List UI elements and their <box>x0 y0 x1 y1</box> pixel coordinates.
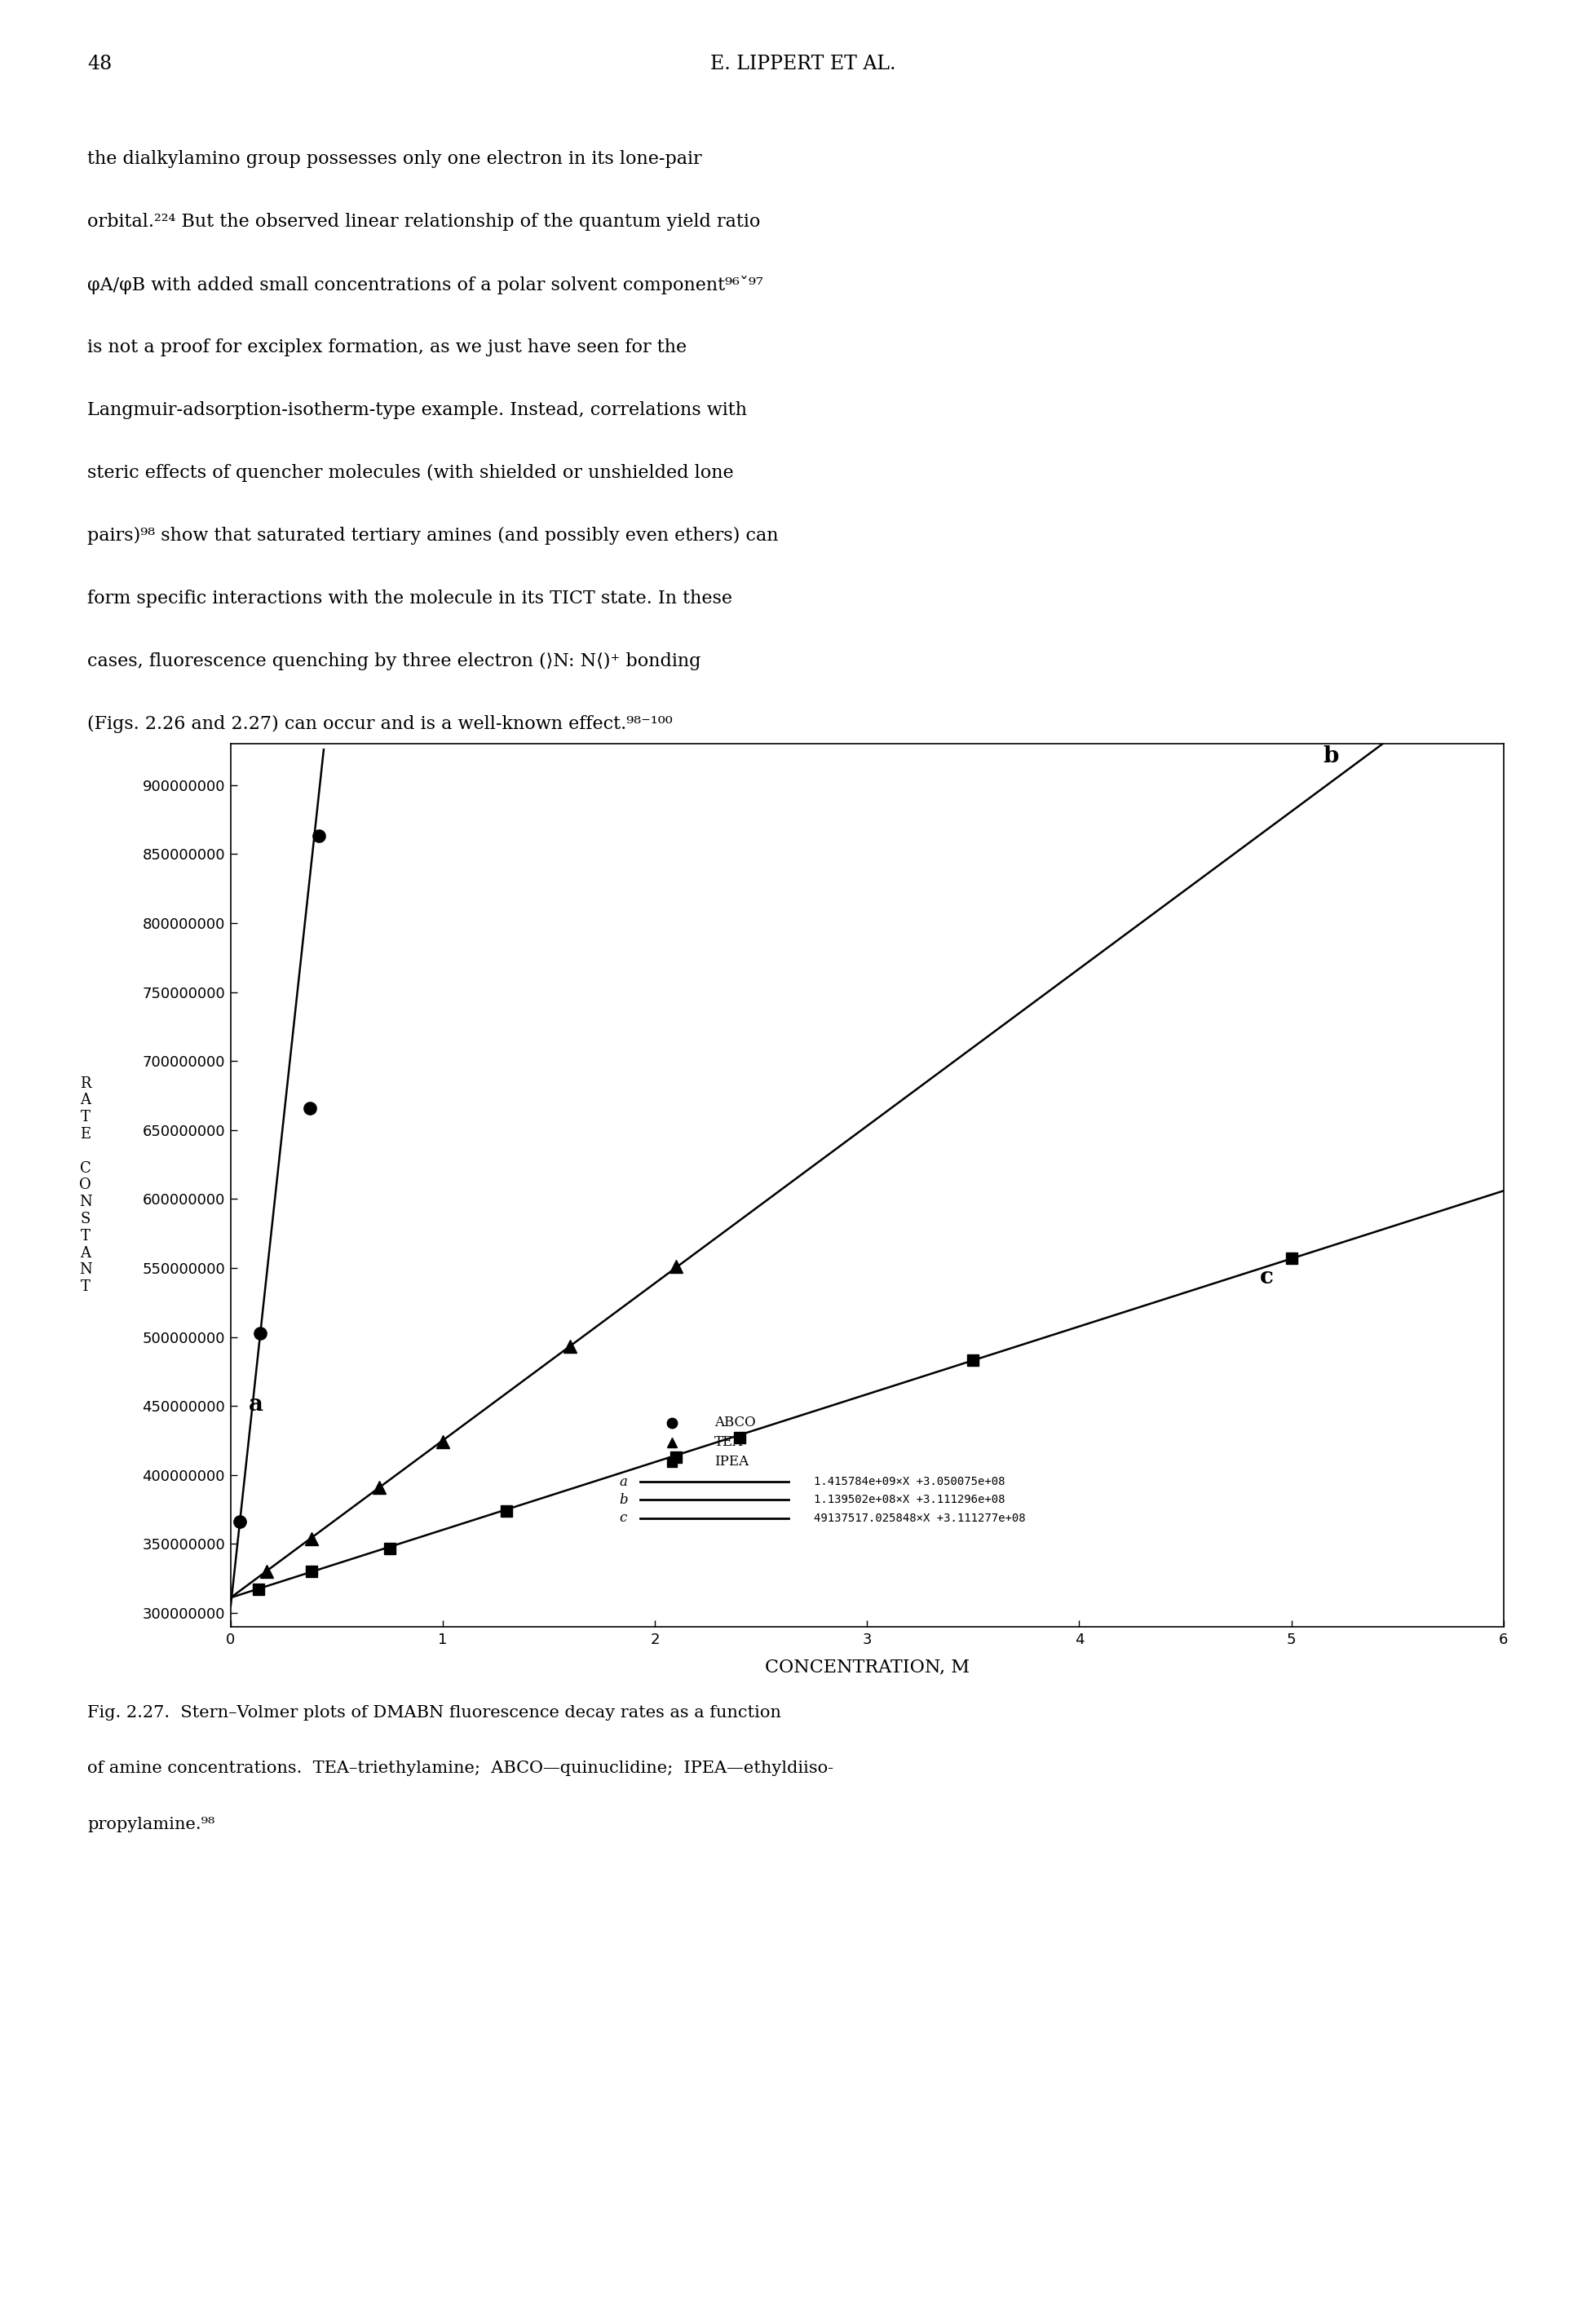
Text: pairs)⁹⁸ show that saturated tertiary amines (and possibly even ethers) can: pairs)⁹⁸ show that saturated tertiary am… <box>88 528 778 544</box>
Text: 1.139502e+08×X +3.111296e+08: 1.139502e+08×X +3.111296e+08 <box>815 1494 1006 1506</box>
Text: Langmuir-adsorption-isotherm-type example. Instead, correlations with: Langmuir-adsorption-isotherm-type exampl… <box>88 402 748 418</box>
Text: is not a proof for exciplex formation, as we just have seen for the: is not a proof for exciplex formation, a… <box>88 339 687 356</box>
Text: E. LIPPERT ET AL.: E. LIPPERT ET AL. <box>711 53 896 74</box>
Text: ABCO: ABCO <box>714 1415 756 1429</box>
Text: φA/φB with added small concentrations of a polar solvent component⁹⁶ˇ⁹⁷: φA/φB with added small concentrations of… <box>88 274 764 295</box>
Text: 1.415784e+09×X +3.050075e+08: 1.415784e+09×X +3.050075e+08 <box>815 1476 1006 1487</box>
Text: TEA: TEA <box>714 1436 743 1450</box>
Text: c: c <box>619 1511 627 1525</box>
Text: steric effects of quencher molecules (with shielded or unshielded lone: steric effects of quencher molecules (wi… <box>88 465 733 481</box>
Y-axis label: R
A
T
E

C
O
N
S
T
A
N
T: R A T E C O N S T A N T <box>80 1076 92 1294</box>
Text: a: a <box>248 1392 264 1415</box>
Text: a: a <box>619 1476 627 1490</box>
Text: the dialkylamino group possesses only one electron in its lone-pair: the dialkylamino group possesses only on… <box>88 151 702 167</box>
Text: c: c <box>1260 1267 1273 1287</box>
Text: Fig. 2.27.  Stern–Volmer plots of DMABN fluorescence decay rates as a function: Fig. 2.27. Stern–Volmer plots of DMABN f… <box>88 1706 781 1720</box>
Text: form specific interactions with the molecule in its TICT state. In these: form specific interactions with the mole… <box>88 590 732 607</box>
Text: b: b <box>1324 746 1340 767</box>
Text: b: b <box>619 1492 627 1506</box>
Text: cases, fluorescence quenching by three electron (⟩N: N⟨)⁺ bonding: cases, fluorescence quenching by three e… <box>88 653 702 669</box>
Text: orbital.²²⁴ But the observed linear relationship of the quantum yield ratio: orbital.²²⁴ But the observed linear rela… <box>88 214 760 230</box>
Text: (Figs. 2.26 and 2.27) can occur and is a well-known effect.⁹⁸⁻¹⁰⁰: (Figs. 2.26 and 2.27) can occur and is a… <box>88 716 673 732</box>
Text: IPEA: IPEA <box>714 1455 749 1469</box>
Text: propylamine.⁹⁸: propylamine.⁹⁸ <box>88 1817 215 1831</box>
Text: 49137517.025848×X +3.111277e+08: 49137517.025848×X +3.111277e+08 <box>815 1513 1026 1525</box>
Text: of amine concentrations.  TEA–triethylamine;  ABCO—quinuclidine;  IPEA—ethyldiis: of amine concentrations. TEA–triethylami… <box>88 1762 834 1776</box>
Text: 48: 48 <box>88 53 113 74</box>
X-axis label: CONCENTRATION, M: CONCENTRATION, M <box>765 1659 969 1676</box>
